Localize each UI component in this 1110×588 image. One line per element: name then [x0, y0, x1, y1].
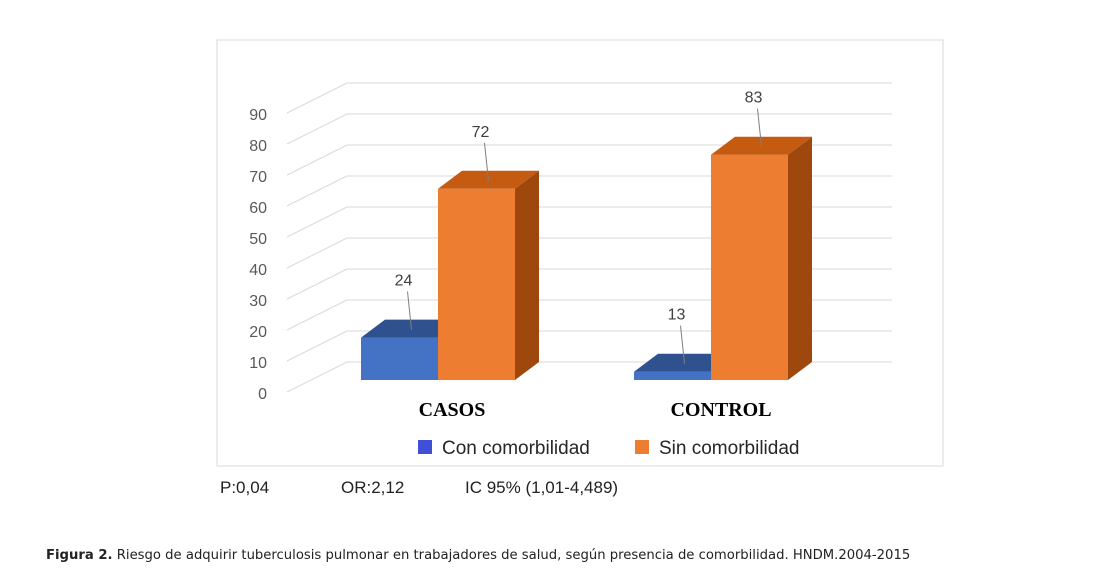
data-label: 72 [472, 124, 490, 141]
caption-label: Figura 2. [46, 548, 113, 563]
gridline-depth [286, 330, 348, 362]
bar-side [788, 136, 812, 380]
data-label-leader [407, 291, 412, 330]
gridline-depth [286, 237, 348, 269]
y-tick-label: 10 [249, 355, 267, 372]
y-tick-label: 20 [249, 324, 267, 341]
y-tick-label: 80 [249, 138, 267, 155]
y-tick-label: 90 [249, 107, 267, 124]
bar-front [634, 371, 711, 380]
bar-side [515, 170, 539, 380]
caption-text: Riesgo de adquirir tuberculosis pulmonar… [112, 548, 911, 563]
data-labels: 24 72 13 83 [395, 90, 763, 364]
data-label-leader [484, 142, 489, 181]
data-label: 13 [668, 307, 686, 324]
gridline-depth [286, 144, 348, 176]
y-tick-label: 50 [249, 231, 267, 248]
gridline-depth [286, 175, 348, 207]
gridline-depth [286, 206, 348, 238]
confidence-interval: IC 95% (1,01-4,489) [465, 478, 619, 497]
gridline-depth [286, 268, 348, 300]
bars [361, 136, 812, 380]
legend-label: Sin comorbilidad [659, 438, 799, 459]
gridline-depth [286, 361, 348, 393]
y-tick-label: 70 [249, 169, 267, 186]
p-value: P:0,04 [220, 478, 270, 497]
data-label-leader [757, 108, 762, 147]
legend-label: Con comorbilidad [442, 438, 590, 459]
y-axis-ticks: 0 10 20 30 40 50 60 70 80 90 [249, 107, 267, 403]
legend: Con comorbilidad Sin comorbilidad [418, 438, 799, 459]
legend-swatch [418, 440, 432, 454]
odds-ratio: OR:2,12 [341, 478, 405, 497]
x-category-label: CASOS [419, 399, 486, 421]
x-axis-categories: CASOS CONTROL [419, 399, 772, 421]
gridline-depth [286, 113, 348, 145]
y-tick-label: 40 [249, 262, 267, 279]
legend-swatch [635, 440, 649, 454]
bar-front [361, 337, 438, 380]
y-tick-label: 0 [258, 386, 267, 403]
figure-caption: Figura 2. Riesgo de adquirir tuberculosi… [46, 548, 910, 563]
gridline-depth [286, 299, 348, 331]
data-label: 24 [395, 273, 413, 290]
y-tick-label: 60 [249, 200, 267, 217]
gridline-depth [286, 82, 348, 114]
bar-front [711, 154, 788, 380]
data-label: 83 [745, 90, 763, 107]
chart-border [216, 39, 944, 467]
x-category-label: CONTROL [670, 399, 771, 421]
data-label-leader [680, 325, 685, 364]
bar-front [438, 188, 515, 380]
y-tick-label: 30 [249, 293, 267, 310]
